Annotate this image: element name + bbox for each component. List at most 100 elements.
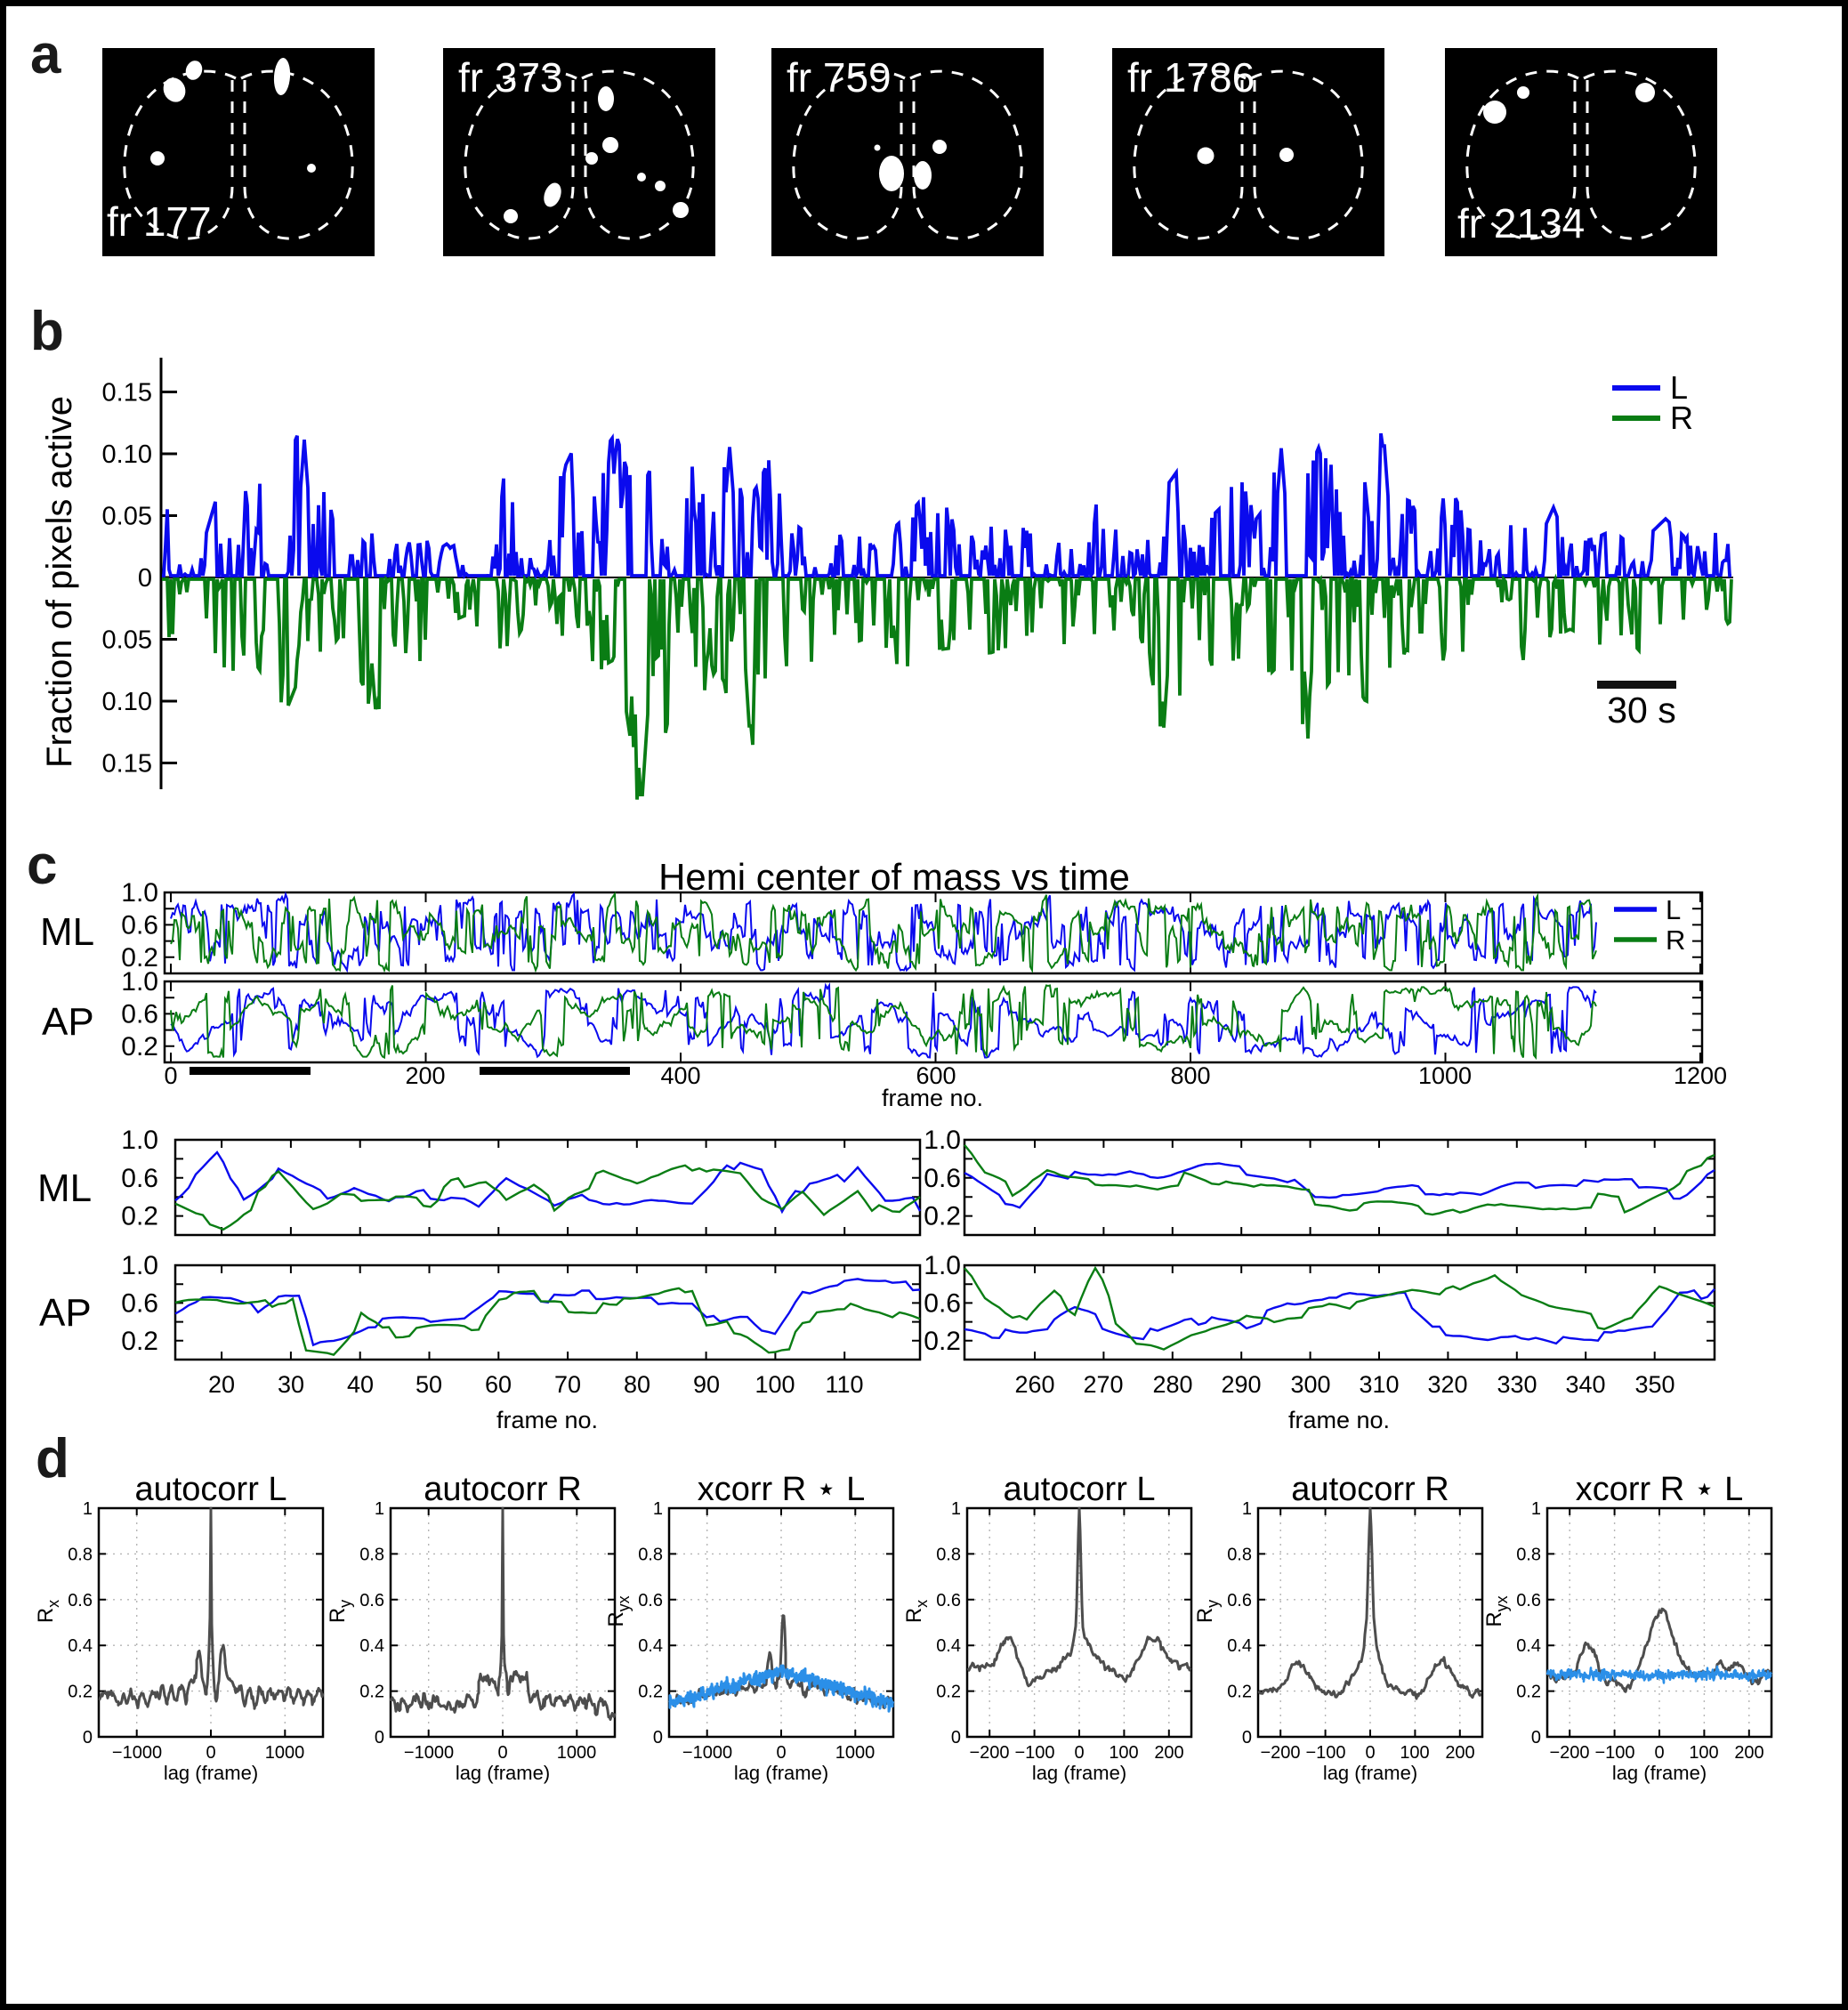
svg-text:1.0: 1.0 [121,1251,158,1280]
svg-text:−200: −200 [1549,1743,1589,1763]
svg-text:−100: −100 [1594,1743,1634,1763]
svg-text:270: 270 [1083,1371,1123,1398]
svg-text:300: 300 [1290,1371,1330,1398]
svg-text:0.2: 0.2 [936,1683,961,1702]
svg-text:0.10: 0.10 [102,688,152,716]
svg-text:fr 1786: fr 1786 [1127,54,1255,101]
svg-text:lag (frame): lag (frame) [734,1762,828,1784]
svg-text:0.2: 0.2 [924,1327,961,1356]
svg-text:1: 1 [951,1499,961,1519]
svg-text:AP: AP [39,1291,92,1335]
svg-text:1000: 1000 [835,1743,876,1763]
svg-text:0.2: 0.2 [121,1327,158,1356]
svg-text:1.0: 1.0 [924,1251,961,1280]
svg-text:1.0: 1.0 [121,967,158,997]
svg-text:xcorr R ⋆ L: xcorr R ⋆ L [698,1471,865,1508]
svg-text:0.2: 0.2 [359,1683,384,1702]
svg-text:290: 290 [1221,1371,1261,1398]
svg-text:0.2: 0.2 [1227,1683,1252,1702]
svg-text:Hemi center of mass vs time: Hemi center of mass vs time [658,856,1130,898]
svg-text:1.0: 1.0 [121,878,158,908]
svg-text:0.4: 0.4 [359,1636,384,1656]
svg-text:0.6: 0.6 [638,1591,663,1610]
svg-text:1: 1 [653,1499,663,1519]
svg-text:1.0: 1.0 [924,1126,961,1155]
svg-text:frame no.: frame no. [882,1085,983,1111]
svg-text:0.6: 0.6 [359,1591,384,1610]
svg-text:0.6: 0.6 [121,999,158,1029]
svg-text:40: 40 [347,1371,374,1398]
svg-text:400: 400 [660,1062,700,1089]
svg-text:Fraction of pixels active: Fraction of pixels active [40,396,79,768]
svg-text:0: 0 [164,1062,177,1089]
svg-text:600: 600 [916,1062,956,1089]
svg-text:−1000: −1000 [682,1743,732,1763]
svg-text:autocorr R: autocorr R [1291,1471,1449,1508]
svg-text:0.4: 0.4 [1227,1636,1252,1656]
svg-text:autocorr L: autocorr L [1003,1471,1155,1508]
svg-text:0.8: 0.8 [1516,1545,1541,1564]
svg-text:−1000: −1000 [112,1743,162,1763]
svg-text:340: 340 [1565,1371,1605,1398]
svg-text:0.6: 0.6 [1227,1591,1252,1610]
svg-text:frame no.: frame no. [1288,1407,1390,1433]
svg-text:260: 260 [1014,1371,1054,1398]
svg-text:0: 0 [206,1743,215,1763]
svg-text:0: 0 [1531,1728,1541,1748]
svg-text:−100: −100 [1305,1743,1345,1763]
svg-text:0.8: 0.8 [359,1545,384,1564]
svg-text:200: 200 [1445,1743,1474,1763]
svg-text:b: b [30,301,64,362]
svg-text:lag (frame): lag (frame) [1032,1762,1126,1784]
svg-text:330: 330 [1497,1371,1537,1398]
svg-text:280: 280 [1152,1371,1192,1398]
svg-text:0.2: 0.2 [924,1202,961,1231]
svg-text:fr 373: fr 373 [458,54,563,101]
svg-text:0.2: 0.2 [638,1683,663,1702]
svg-text:80: 80 [624,1371,650,1398]
svg-text:AP: AP [42,1000,94,1044]
svg-text:0: 0 [138,564,152,593]
svg-text:0: 0 [1365,1743,1375,1763]
svg-text:lag (frame): lag (frame) [1323,1762,1417,1784]
svg-text:1200: 1200 [1674,1062,1727,1089]
svg-text:0.2: 0.2 [121,943,158,973]
svg-text:−200: −200 [969,1743,1009,1763]
svg-text:0.8: 0.8 [638,1545,663,1564]
svg-text:R: R [1670,400,1693,436]
svg-text:20: 20 [208,1371,235,1398]
svg-text:30: 30 [278,1371,304,1398]
svg-text:0: 0 [1074,1743,1084,1763]
svg-text:0: 0 [776,1743,786,1763]
svg-text:350: 350 [1634,1371,1674,1398]
svg-text:0.05: 0.05 [102,503,152,531]
svg-text:−200: −200 [1260,1743,1300,1763]
svg-text:1: 1 [375,1499,384,1519]
svg-text:lag (frame): lag (frame) [456,1762,550,1784]
svg-text:60: 60 [485,1371,512,1398]
svg-text:0.8: 0.8 [936,1545,961,1564]
svg-text:1.0: 1.0 [121,1126,158,1155]
svg-text:0: 0 [83,1728,93,1748]
svg-text:0.2: 0.2 [121,1202,158,1231]
svg-text:50: 50 [416,1371,442,1398]
svg-text:100: 100 [1400,1743,1429,1763]
svg-text:310: 310 [1359,1371,1399,1398]
svg-text:L: L [1670,369,1688,406]
svg-text:fr 759: fr 759 [787,54,892,101]
svg-text:0.2: 0.2 [121,1032,158,1062]
svg-text:0.6: 0.6 [924,1288,961,1318]
svg-text:70: 70 [554,1371,581,1398]
svg-text:200: 200 [1734,1743,1763,1763]
svg-text:110: 110 [825,1371,863,1398]
svg-text:0.6: 0.6 [121,1164,158,1193]
svg-text:0.2: 0.2 [68,1683,93,1702]
svg-text:−100: −100 [1014,1743,1054,1763]
svg-text:autocorr L: autocorr L [134,1471,286,1508]
svg-text:autocorr R: autocorr R [424,1471,581,1508]
svg-text:90: 90 [693,1371,720,1398]
svg-text:1000: 1000 [1418,1062,1472,1089]
svg-text:0.10: 0.10 [102,440,152,469]
svg-text:ML: ML [37,1166,92,1210]
svg-text:c: c [27,835,57,896]
